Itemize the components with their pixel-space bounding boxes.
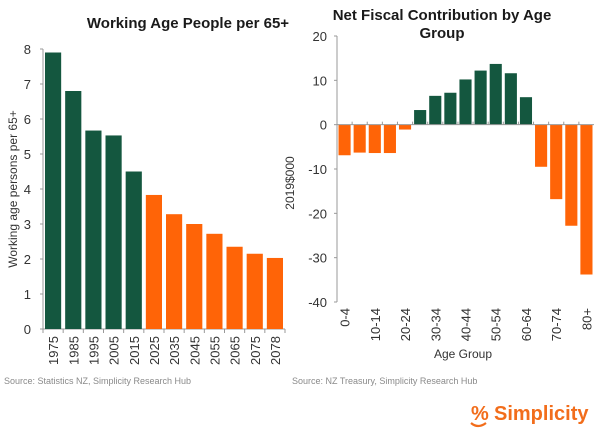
left-chart-title: Working Age People per 65+ — [87, 15, 289, 32]
left-bar-2075 — [246, 253, 263, 329]
right-bar-50-54 — [489, 63, 502, 125]
right-bar-80+ — [580, 124, 593, 275]
left-bar-2065 — [226, 246, 243, 329]
logo-percent-icon: % — [471, 403, 489, 425]
left-x-tick-label: 1985 — [66, 336, 81, 365]
right-bar-25-29 — [414, 110, 427, 125]
left-y-tick-label: 0 — [24, 322, 31, 337]
left-x-tick-label: 2065 — [228, 336, 243, 365]
right-x-tick-label: 60-64 — [519, 308, 534, 341]
right-bar-20-24 — [398, 124, 412, 130]
logo-smile-icon — [470, 422, 487, 428]
left-y-tick-label: 1 — [24, 287, 31, 302]
right-y-tick-label: -40 — [308, 295, 327, 310]
left-source-note: Source: Statistics NZ, Simplicity Resear… — [4, 376, 191, 386]
left-x-tick-label: 2005 — [107, 336, 122, 365]
left-y-tick-label: 2 — [24, 252, 31, 267]
right-x-axis-label: Age Group — [434, 347, 492, 361]
left-bar-1985 — [65, 91, 82, 329]
left-y-tick-label: 3 — [24, 217, 31, 232]
left-x-tick-label: 1975 — [46, 336, 61, 365]
right-x-tick-label: 30-34 — [428, 308, 443, 341]
left-bar-2055 — [206, 233, 223, 329]
left-y-tick-label: 8 — [24, 42, 31, 57]
left-x-tick-label: 2025 — [147, 336, 162, 365]
right-bar-60-64 — [519, 97, 533, 125]
right-x-tick-label: 0-4 — [338, 308, 353, 327]
right-bar-0-4 — [338, 124, 351, 156]
left-x-tick-label: 2045 — [187, 336, 202, 365]
right-bar-45-49 — [474, 70, 487, 125]
right-bar-55-59 — [504, 73, 517, 125]
left-x-tick-label: 2078 — [268, 336, 283, 365]
right-y-tick-label: 20 — [313, 29, 327, 44]
right-bar-15-19 — [383, 124, 396, 154]
right-bar-35-39 — [444, 92, 457, 125]
right-bar-30-34 — [429, 95, 442, 125]
left-x-tick-label: 2055 — [207, 336, 222, 365]
left-y-tick-label: 7 — [24, 77, 31, 92]
left-x-tick-label: 2015 — [127, 336, 142, 365]
left-bar-2045 — [186, 224, 203, 329]
left-y-axis-label: Working age persons per 65+ — [6, 110, 20, 268]
left-x-tick-label: 1995 — [86, 336, 101, 365]
right-source-note: Source: NZ Treasury, Simplicity Research… — [292, 376, 477, 386]
left-y-tick-label: 4 — [24, 182, 31, 197]
right-y-tick-label: -20 — [308, 206, 327, 221]
left-bar-1975 — [45, 52, 62, 329]
right-x-tick-label: 20-24 — [398, 308, 413, 341]
left-x-tick-label: 2035 — [167, 336, 182, 365]
right-chart-title-line1: Net Fiscal Contribution by Age — [333, 7, 552, 24]
right-x-tick-label: 50-54 — [489, 308, 504, 341]
right-y-tick-label: 10 — [313, 73, 327, 88]
right-y-axis-label: 2019$000 — [283, 156, 297, 210]
left-y-tick-label: 5 — [24, 147, 31, 162]
right-x-tick-label: 80+ — [579, 308, 594, 330]
left-y-tick-label: 6 — [24, 112, 31, 127]
right-x-tick-label: 40-44 — [459, 308, 474, 341]
right-y-tick-label: 0 — [320, 118, 327, 133]
left-bar-2015 — [125, 171, 142, 329]
right-y-tick-label: -30 — [308, 251, 327, 266]
left-bar-2025 — [145, 194, 162, 329]
right-bar-65-69 — [535, 124, 548, 167]
left-x-tick-label: 2075 — [248, 336, 263, 365]
left-bar-2005 — [105, 135, 122, 329]
right-bar-70-74 — [550, 124, 563, 200]
right-x-tick-label: 10-14 — [368, 308, 383, 341]
right-y-tick-label: -10 — [308, 162, 327, 177]
right-bar-5-9 — [353, 124, 366, 153]
right-bar-75-79 — [565, 124, 578, 226]
left-chart: 0 1 2 3 4 5 6 7 8 1975 1985 1995 2005 2015 2025 2035 204… — [24, 42, 286, 365]
left-bar-1995 — [85, 130, 102, 329]
left-bar-2078 — [266, 257, 283, 329]
simplicity-logo: % Simplicity — [470, 403, 589, 428]
right-chart: 20 10 0 -10 -20 -30 -40 0-4 10-14 20-24 30-34 40-44… — [308, 29, 594, 341]
right-bar-10-14 — [368, 124, 381, 154]
right-bar-40-44 — [459, 79, 472, 125]
right-x-tick-label: 70-74 — [549, 308, 564, 341]
logo-wordmark: Simplicity — [494, 403, 589, 425]
left-bar-2035 — [166, 214, 183, 329]
right-chart-title-line2: Group — [420, 25, 465, 42]
